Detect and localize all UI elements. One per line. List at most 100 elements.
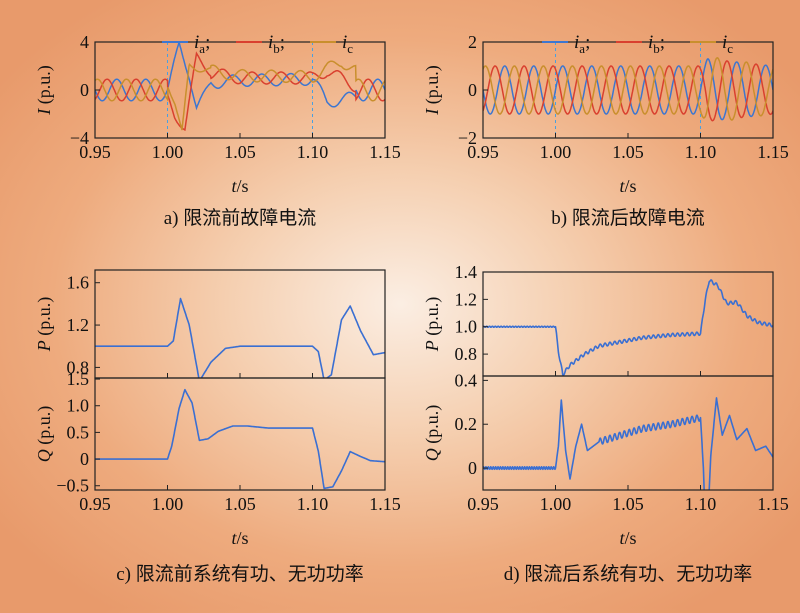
y-tick-label: −0.5 [56, 476, 89, 496]
y-tick-label: 1.2 [455, 289, 478, 309]
y-tick-label: 1.0 [455, 317, 478, 337]
y-tick-label: −4 [70, 128, 89, 148]
x-tick-label: 1.10 [297, 142, 329, 162]
legend-entry: ia; [574, 32, 590, 56]
x-tick-label: 1.05 [612, 142, 644, 162]
x-tick-label: 1.15 [757, 142, 789, 162]
legend-sep: ; [660, 32, 665, 53]
legend-symbol: i [722, 32, 727, 53]
legend-entry: ic [722, 32, 733, 56]
phase-a-curve [483, 58, 773, 121]
x-tick-label: 1.10 [685, 494, 717, 514]
panel-caption: a) 限流前故障电流 [164, 207, 317, 229]
panel-caption: b) 限流后故障电流 [551, 207, 705, 229]
y-axis-symbol: Q [34, 449, 54, 462]
q-curve [483, 397, 773, 490]
legend-sep: ; [205, 32, 210, 53]
y-tick-label: 0 [468, 458, 477, 478]
x-axis-unit: /s [625, 176, 637, 196]
y-tick-label: 0 [80, 449, 89, 469]
x-axis-label: t/s [619, 528, 636, 548]
x-tick-label: 1.15 [369, 142, 401, 162]
y-tick-label: −2 [458, 128, 477, 148]
y-axis-symbol: P [34, 340, 54, 352]
y-axis-unit: (p.u.) [34, 297, 55, 341]
x-tick-label: 0.95 [467, 494, 499, 514]
y-axis-unit: (p.u.) [422, 65, 443, 109]
legend-subscript: a [199, 41, 205, 56]
x-tick-label: 1.00 [152, 142, 184, 162]
phase-a-curve [95, 42, 385, 111]
x-tick-label: 1.05 [224, 142, 256, 162]
y-axis-symbol: I [34, 108, 54, 116]
phase-c-curve [483, 56, 773, 121]
legend-subscript: c [727, 41, 733, 56]
legend-entry: ia; [194, 32, 210, 56]
y-tick-label: 1.2 [67, 315, 90, 335]
phase-b-curve [483, 60, 773, 122]
legend-symbol: i [342, 32, 347, 53]
y-axis-symbol: Q [422, 448, 442, 461]
x-axis-symbol: t [619, 176, 625, 196]
legend-sep: ; [280, 32, 285, 53]
x-axis-unit: /s [237, 176, 249, 196]
p-curve [95, 297, 385, 378]
x-axis-symbol: t [619, 528, 625, 548]
panel-caption: d) 限流后系统有功、无功功率 [504, 563, 753, 585]
x-tick-label: 0.95 [79, 142, 111, 162]
y-tick-label: 0 [80, 80, 89, 100]
y-axis-label: I (p.u.) [422, 65, 443, 116]
chart-c: 0.95 1.00 1.05 1.10 1.15 1.6 1.2 0.81.5 1.0 0.5 0 −… [34, 269, 401, 585]
legend-entry: ic [342, 32, 353, 56]
phase-b-curve [95, 51, 385, 132]
y-tick-label: 1.6 [67, 273, 90, 293]
legend-subscript: b [273, 41, 280, 56]
legend-subscript: a [579, 41, 585, 56]
legend-symbol: i [648, 32, 653, 53]
chart-d: 0.95 1.00 1.05 1.10 1.15 1.4 1.2 1.0 0.8 0.4 0.2 0 P… [422, 262, 789, 585]
x-tick-label: 1.15 [369, 494, 401, 514]
legend-subscript: b [653, 41, 660, 56]
x-axis-label: t/s [231, 176, 248, 196]
p-curve [483, 279, 773, 376]
y-tick-label: 0.8 [455, 344, 478, 364]
y-axis-unit: (p.u.) [422, 405, 443, 449]
y-axis-label: P (p.u.) [422, 297, 443, 353]
y-tick-label: 0.8 [67, 357, 90, 377]
x-tick-label: 0.95 [467, 142, 499, 162]
y-tick-label: 1.5 [67, 369, 90, 389]
x-tick-label: 1.15 [757, 494, 789, 514]
legend-symbol: i [194, 32, 199, 53]
x-tick-label: 1.00 [152, 494, 184, 514]
legend-subscript: c [347, 41, 353, 56]
legend-sep: ; [585, 32, 590, 53]
chart-c-q-frame [94, 377, 386, 491]
y-tick-label: 0.4 [455, 370, 478, 390]
x-tick-label: 0.95 [79, 494, 111, 514]
x-tick-label: 1.00 [540, 494, 572, 514]
q-curve [95, 388, 385, 490]
legend-entry: ib; [648, 32, 665, 56]
x-tick-label: 1.10 [297, 494, 329, 514]
y-axis-unit: (p.u.) [34, 65, 55, 109]
x-tick-label: 1.00 [540, 142, 572, 162]
y-tick-label: 4 [80, 32, 89, 52]
chart-d-p-frame [482, 271, 774, 377]
legend-symbol: i [268, 32, 273, 53]
legend-symbol: i [574, 32, 579, 53]
y-axis-symbol: I [422, 108, 442, 116]
x-axis-symbol: t [231, 176, 237, 196]
x-axis-unit: /s [237, 528, 249, 548]
y-axis-label: P (p.u.) [34, 297, 55, 353]
x-tick-label: 1.05 [612, 494, 644, 514]
y-axis-symbol: P [422, 340, 442, 352]
y-axis-unit: (p.u.) [34, 406, 55, 450]
y-tick-label: 1.4 [455, 262, 478, 282]
y-tick-label: 2 [468, 32, 477, 52]
y-tick-label: 0 [468, 80, 477, 100]
panel-caption: c) 限流前系统有功、无功功率 [116, 563, 364, 585]
y-axis-unit: (p.u.) [422, 297, 443, 341]
